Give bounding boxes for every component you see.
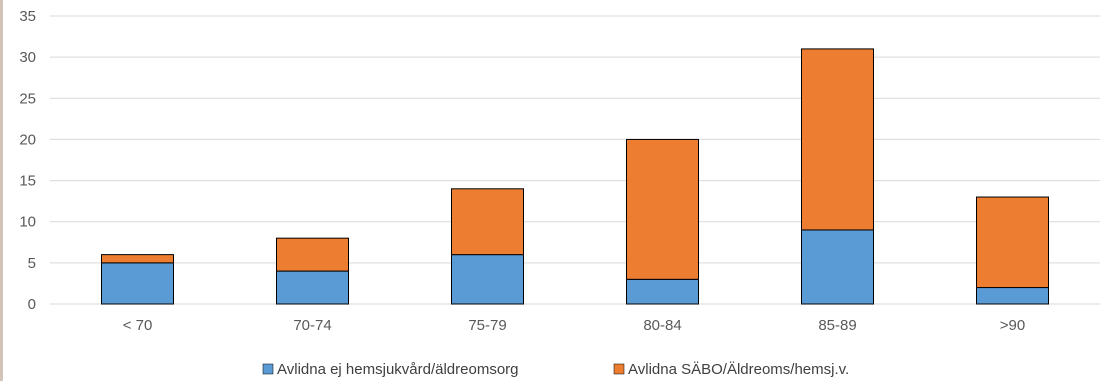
legend-label: Avlidna ej hemsjukvård/äldreomsorg [277,361,519,378]
x-tick-label: 80-84 [643,317,681,334]
x-tick-label: >90 [1000,317,1025,334]
x-tick-label: < 70 [123,317,153,334]
x-tick-label: 75-79 [468,317,506,334]
y-tick-label: 5 [28,255,36,272]
bar-segment-series-2 [801,48,874,231]
y-tick-label: 25 [19,90,36,107]
bar-segment-series-2 [451,188,524,256]
legend-label: Avlidna SÄBO/Äldreoms/hemsj.v. [628,361,849,378]
bar-segment-series-1 [451,254,524,305]
x-tick-label: 70-74 [293,317,331,334]
legend-swatch [613,363,625,375]
legend-swatch [262,363,274,375]
bar-segment-series-1 [801,229,874,305]
bar-segment-series-1 [101,262,174,305]
bar-segment-series-1 [276,270,349,305]
y-tick-label: 20 [19,131,36,148]
y-tick-label: 10 [19,214,36,231]
bar-segment-series-2 [976,196,1049,289]
y-tick-label: 0 [28,296,36,313]
y-tick-label: 30 [19,49,36,66]
bar-segment-series-2 [626,138,699,280]
y-tick-label: 15 [19,173,36,190]
bar-segment-series-2 [276,237,349,272]
x-tick-label: 85-89 [818,317,856,334]
left-edge-border [0,0,3,381]
bar-segment-series-1 [976,287,1049,305]
bar-segment-series-1 [626,278,699,305]
bar-segment-series-2 [101,254,174,264]
y-tick-label: 35 [19,8,36,25]
